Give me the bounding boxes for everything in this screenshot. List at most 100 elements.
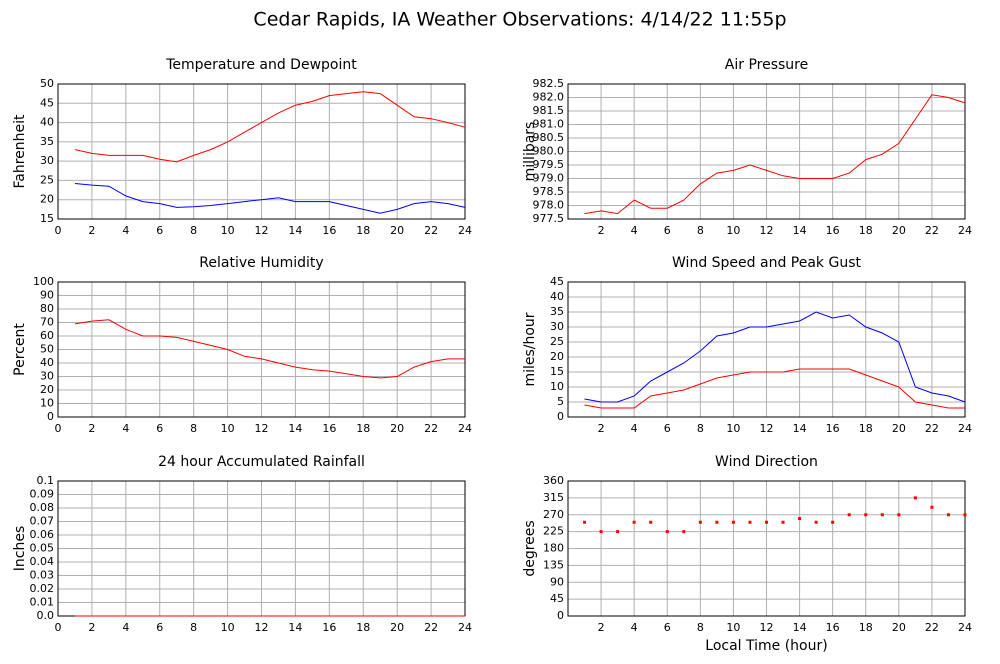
data-point (831, 520, 835, 524)
data-point (748, 520, 752, 524)
y-tick-label: 0.0 (37, 609, 55, 622)
x-tick-label: 24 (958, 621, 972, 634)
y-tick-label: 40 (40, 116, 54, 129)
x-tick-label: 20 (892, 224, 906, 237)
x-tick-label: 18 (356, 422, 370, 435)
x-tick-label: 14 (288, 621, 302, 634)
y-tick-label: 979.5 (533, 158, 565, 171)
y-axis-label: Percent (12, 323, 28, 376)
y-tick-label: 0.1 (37, 474, 55, 487)
x-tick-label: 10 (221, 224, 235, 237)
y-tick-label: 360 (543, 474, 564, 487)
x-tick-label: 0 (55, 224, 62, 237)
x-tick-label: 24 (458, 224, 472, 237)
data-point (698, 520, 702, 524)
chart-title: Air Pressure (725, 57, 808, 73)
x-tick-label: 12 (255, 224, 269, 237)
chart-title: Relative Humidity (199, 255, 323, 271)
x-tick-label: 10 (726, 621, 740, 634)
y-axis-label: miles/hour (522, 312, 538, 386)
x-tick-label: 22 (424, 422, 438, 435)
data-point (864, 513, 868, 517)
x-tick-label: 20 (892, 422, 906, 435)
y-tick-label: 90 (40, 289, 54, 302)
data-line (584, 94, 966, 215)
y-axis-label: Fahrenheit (12, 114, 28, 189)
data-line (74, 319, 465, 379)
y-tick-label: 10 (550, 380, 564, 393)
x-tick-label: 8 (190, 224, 197, 237)
y-tick-label: 45 (40, 96, 54, 109)
chart-title: 24 hour Accumulated Rainfall (158, 454, 365, 470)
data-point (665, 530, 669, 534)
y-tick-label: 25 (40, 173, 54, 186)
y-tick-label: 100 (33, 275, 54, 288)
y-tick-label: 0.02 (30, 582, 55, 595)
y-tick-label: 70 (40, 316, 54, 329)
x-axis-label: Local Time (hour) (705, 638, 827, 654)
data-point (599, 530, 603, 534)
y-tick-label: 977.5 (533, 212, 565, 225)
x-tick-label: 4 (122, 621, 129, 634)
x-tick-label: 20 (390, 621, 404, 634)
x-tick-label: 24 (958, 422, 972, 435)
x-tick-label: 10 (221, 621, 235, 634)
x-tick-label: 18 (859, 422, 873, 435)
y-tick-label: 80 (40, 302, 54, 315)
y-tick-label: 978.5 (533, 185, 565, 198)
data-point (781, 520, 785, 524)
y-tick-label: 35 (550, 305, 564, 318)
y-tick-label: 30 (40, 370, 54, 383)
x-tick-label: 18 (859, 224, 873, 237)
x-tick-label: 12 (760, 422, 774, 435)
x-tick-label: 2 (598, 422, 605, 435)
data-point (913, 496, 917, 500)
x-tick-label: 8 (190, 422, 197, 435)
x-tick-label: 8 (697, 422, 704, 435)
x-tick-label: 0 (55, 621, 62, 634)
y-tick-label: 60 (40, 329, 54, 342)
x-tick-label: 14 (793, 422, 807, 435)
x-tick-label: 2 (598, 621, 605, 634)
y-tick-label: 180 (543, 542, 564, 555)
y-tick-label: 135 (543, 558, 564, 571)
page-title: Cedar Rapids, IA Weather Observations: 4… (253, 9, 786, 31)
x-tick-label: 20 (390, 422, 404, 435)
y-tick-label: 225 (543, 525, 564, 538)
x-tick-label: 18 (356, 224, 370, 237)
x-tick-label: 16 (322, 224, 336, 237)
x-tick-label: 16 (826, 224, 840, 237)
x-tick-label: 12 (760, 621, 774, 634)
plot-frame (567, 281, 966, 418)
x-tick-label: 4 (122, 224, 129, 237)
x-tick-label: 2 (598, 224, 605, 237)
x-tick-label: 10 (221, 422, 235, 435)
x-tick-label: 20 (390, 224, 404, 237)
x-tick-label: 6 (156, 621, 163, 634)
x-tick-label: 16 (826, 621, 840, 634)
y-tick-label: 0.01 (30, 596, 55, 609)
y-tick-label: 0.08 (30, 501, 55, 514)
y-tick-label: 982.5 (533, 77, 565, 90)
y-tick-label: 25 (550, 335, 564, 348)
x-tick-label: 18 (859, 621, 873, 634)
x-tick-label: 2 (88, 224, 95, 237)
plot-frame (57, 281, 466, 418)
y-tick-label: 35 (40, 135, 54, 148)
data-point (632, 520, 636, 524)
x-tick-label: 6 (664, 224, 671, 237)
data-point (731, 520, 735, 524)
x-tick-label: 12 (255, 621, 269, 634)
x-tick-label: 12 (760, 224, 774, 237)
y-axis-label: degrees (522, 520, 538, 576)
y-tick-label: 90 (550, 575, 564, 588)
x-tick-label: 6 (664, 621, 671, 634)
x-tick-label: 18 (356, 621, 370, 634)
y-tick-label: 0.07 (30, 515, 55, 528)
plot-frame (57, 83, 466, 220)
x-tick-label: 12 (255, 422, 269, 435)
data-point (880, 513, 884, 517)
y-tick-label: 0.05 (30, 542, 55, 555)
